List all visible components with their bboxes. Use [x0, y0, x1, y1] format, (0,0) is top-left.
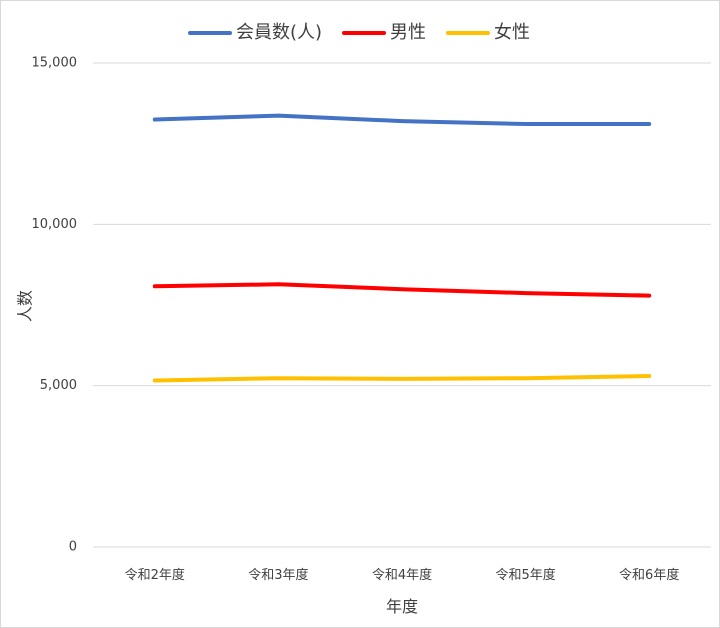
- x-axis-title: 年度: [386, 597, 418, 616]
- x-axis-ticks: 令和2年度 令和3年度 令和4年度 令和5年度 令和6年度: [125, 567, 680, 583]
- y-tick-label: 0: [69, 540, 77, 555]
- x-tick-label: 令和3年度: [248, 567, 308, 583]
- y-tick-label: 15,000: [32, 56, 78, 71]
- legend-label: 会員数(人): [236, 22, 322, 43]
- y-axis-ticks: 0 5,000 10,000 15,000: [32, 56, 78, 555]
- series-line: [152, 374, 652, 383]
- legend-label: 男性: [390, 22, 426, 43]
- y-tick-label: 10,000: [32, 217, 78, 232]
- gridlines: [93, 62, 711, 548]
- legend-label: 女性: [494, 22, 530, 43]
- legend: 会員数(人) 男性 女性: [188, 22, 530, 43]
- x-tick-label: 令和5年度: [495, 567, 555, 583]
- series-line: [152, 113, 652, 126]
- legend-item: 会員数(人): [188, 22, 322, 43]
- legend-item: 男性: [342, 22, 426, 43]
- series-lines: [152, 113, 652, 383]
- x-tick-label: 令和6年度: [619, 567, 679, 583]
- y-axis-title: 人数: [16, 290, 35, 322]
- x-tick-label: 令和2年度: [125, 567, 185, 583]
- legend-item: 女性: [446, 22, 530, 43]
- x-tick-label: 令和4年度: [372, 567, 432, 583]
- series-line: [152, 282, 652, 298]
- y-tick-label: 5,000: [40, 378, 77, 393]
